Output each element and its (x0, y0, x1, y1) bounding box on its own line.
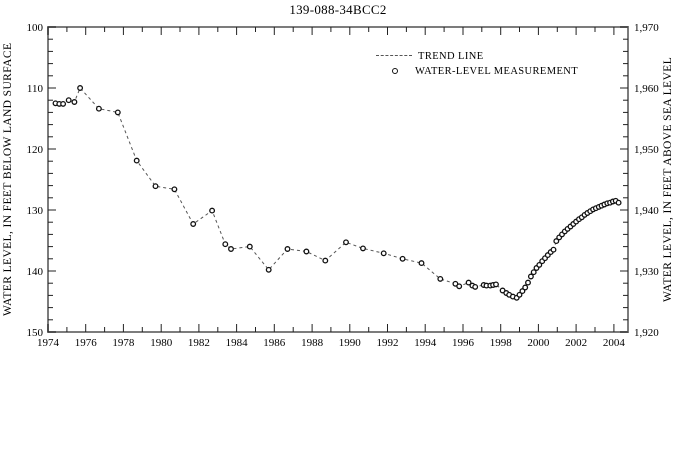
left-axis-title: WATER LEVEL, IN FEET BELOW LAND SURFACE (2, 42, 14, 316)
svg-text:150: 150 (27, 327, 44, 339)
svg-text:1988: 1988 (301, 337, 324, 349)
svg-text:1,940: 1,940 (634, 205, 659, 217)
legend-measurement-label: WATER-LEVEL MEASUREMENT (415, 66, 579, 77)
svg-text:130: 130 (27, 205, 44, 217)
svg-text:1998: 1998 (490, 337, 513, 349)
svg-text:1994: 1994 (414, 337, 437, 349)
legend-trend-line: TREND LINE (376, 51, 484, 62)
svg-text:1990: 1990 (339, 337, 362, 349)
svg-text:1984: 1984 (226, 337, 249, 349)
svg-text:100: 100 (27, 22, 44, 34)
svg-text:1976: 1976 (75, 337, 98, 349)
measurement-marker-icon (392, 67, 398, 74)
right-axis-title: WATER LEVEL, IN FEET ABOVE SEA LEVEL (662, 56, 674, 302)
svg-text:1,970: 1,970 (634, 22, 659, 34)
svg-text:1974: 1974 (37, 337, 60, 349)
trend-line-icon (376, 55, 412, 57)
page-title: 139-088-34BCC2 (289, 2, 387, 17)
svg-text:2000: 2000 (527, 337, 550, 349)
svg-text:1996: 1996 (452, 337, 475, 349)
svg-text:110: 110 (27, 83, 44, 95)
svg-text:1,960: 1,960 (634, 83, 659, 95)
svg-text:1980: 1980 (150, 337, 173, 349)
svg-text:1992: 1992 (377, 337, 399, 349)
svg-text:1986: 1986 (263, 337, 286, 349)
svg-text:1,930: 1,930 (634, 266, 659, 278)
legend-trend-label: TREND LINE (418, 51, 484, 62)
svg-text:1978: 1978 (112, 337, 135, 349)
svg-text:120: 120 (27, 144, 44, 156)
svg-text:140: 140 (27, 266, 44, 278)
svg-text:1,920: 1,920 (634, 327, 659, 339)
svg-text:2004: 2004 (603, 337, 626, 349)
svg-text:1982: 1982 (188, 337, 210, 349)
legend-measurement: WATER-LEVEL MEASUREMENT (392, 66, 578, 77)
svg-text:1,950: 1,950 (634, 144, 659, 156)
svg-text:2002: 2002 (565, 337, 587, 349)
